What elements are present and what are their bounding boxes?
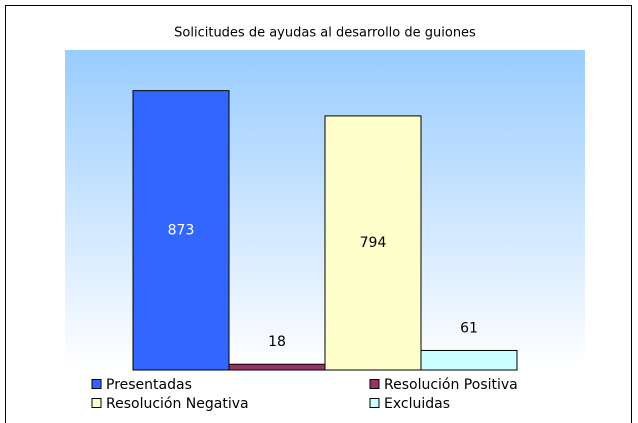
data-label: 18: [268, 334, 286, 350]
legend-label: Excluidas: [384, 396, 450, 412]
chart-title: Solicitudes de ayudas al desarrollo de g…: [174, 26, 476, 41]
legend-swatch: [91, 398, 102, 408]
legend-label: Resolución Negativa: [106, 396, 249, 412]
legend-swatch: [91, 379, 102, 389]
data-label: 794: [360, 235, 387, 251]
data-label: 873: [168, 222, 195, 238]
data-label: 61: [460, 320, 478, 336]
legend-swatch: [369, 398, 380, 408]
legend-label: Presentadas: [106, 377, 192, 393]
bar: [324, 115, 422, 371]
bar: [228, 363, 326, 371]
legend-label: Resolución Positiva: [384, 377, 518, 393]
bar: [420, 349, 518, 371]
bar: [132, 90, 230, 371]
legend-swatch: [369, 379, 380, 389]
